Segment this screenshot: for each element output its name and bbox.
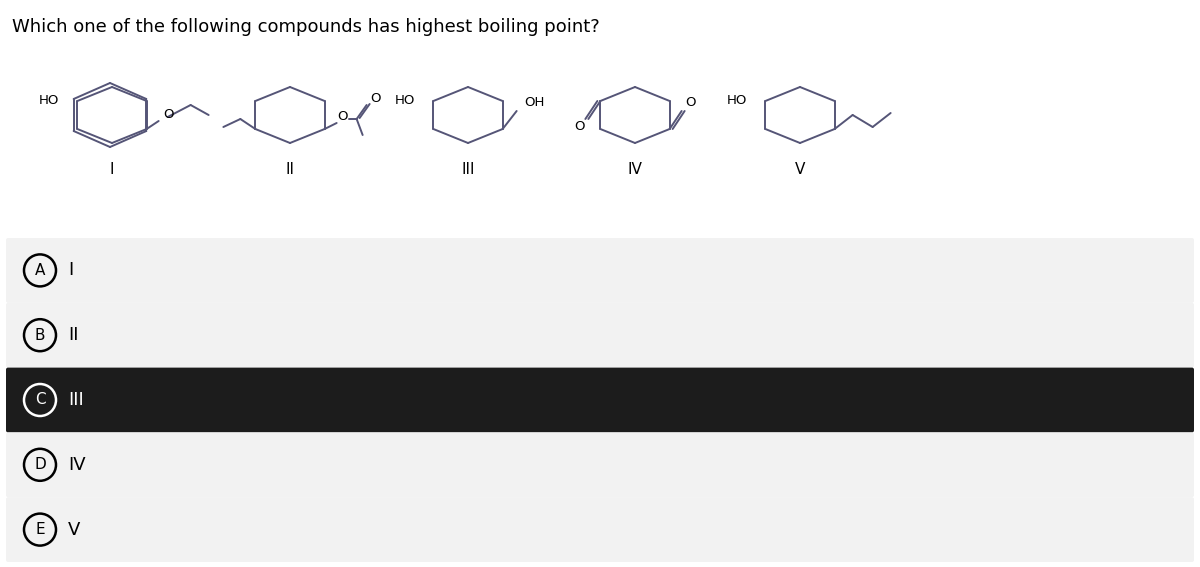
FancyBboxPatch shape [6,303,1194,367]
Text: HO: HO [395,95,415,108]
Text: V: V [68,521,80,539]
Text: V: V [794,163,805,177]
Text: O: O [371,92,382,105]
Text: E: E [35,522,44,537]
Text: O: O [574,121,584,133]
Text: O: O [337,111,348,124]
FancyBboxPatch shape [6,433,1194,497]
Text: I: I [68,261,73,280]
Text: B: B [35,328,46,342]
Text: O: O [163,108,174,121]
Text: II: II [286,163,294,177]
FancyBboxPatch shape [6,497,1194,562]
Text: O: O [685,96,696,109]
Text: C: C [35,392,46,408]
FancyBboxPatch shape [6,238,1194,303]
Text: IV: IV [68,456,85,474]
Text: IV: IV [628,163,642,177]
Text: HO: HO [727,95,748,108]
Text: III: III [461,163,475,177]
Text: A: A [35,263,46,278]
Text: II: II [68,326,78,344]
Text: D: D [34,458,46,472]
FancyBboxPatch shape [6,367,1194,433]
Text: Which one of the following compounds has highest boiling point?: Which one of the following compounds has… [12,18,600,36]
Text: I: I [109,163,114,177]
Text: HO: HO [38,95,59,108]
Text: III: III [68,391,84,409]
Text: OH: OH [524,96,545,109]
